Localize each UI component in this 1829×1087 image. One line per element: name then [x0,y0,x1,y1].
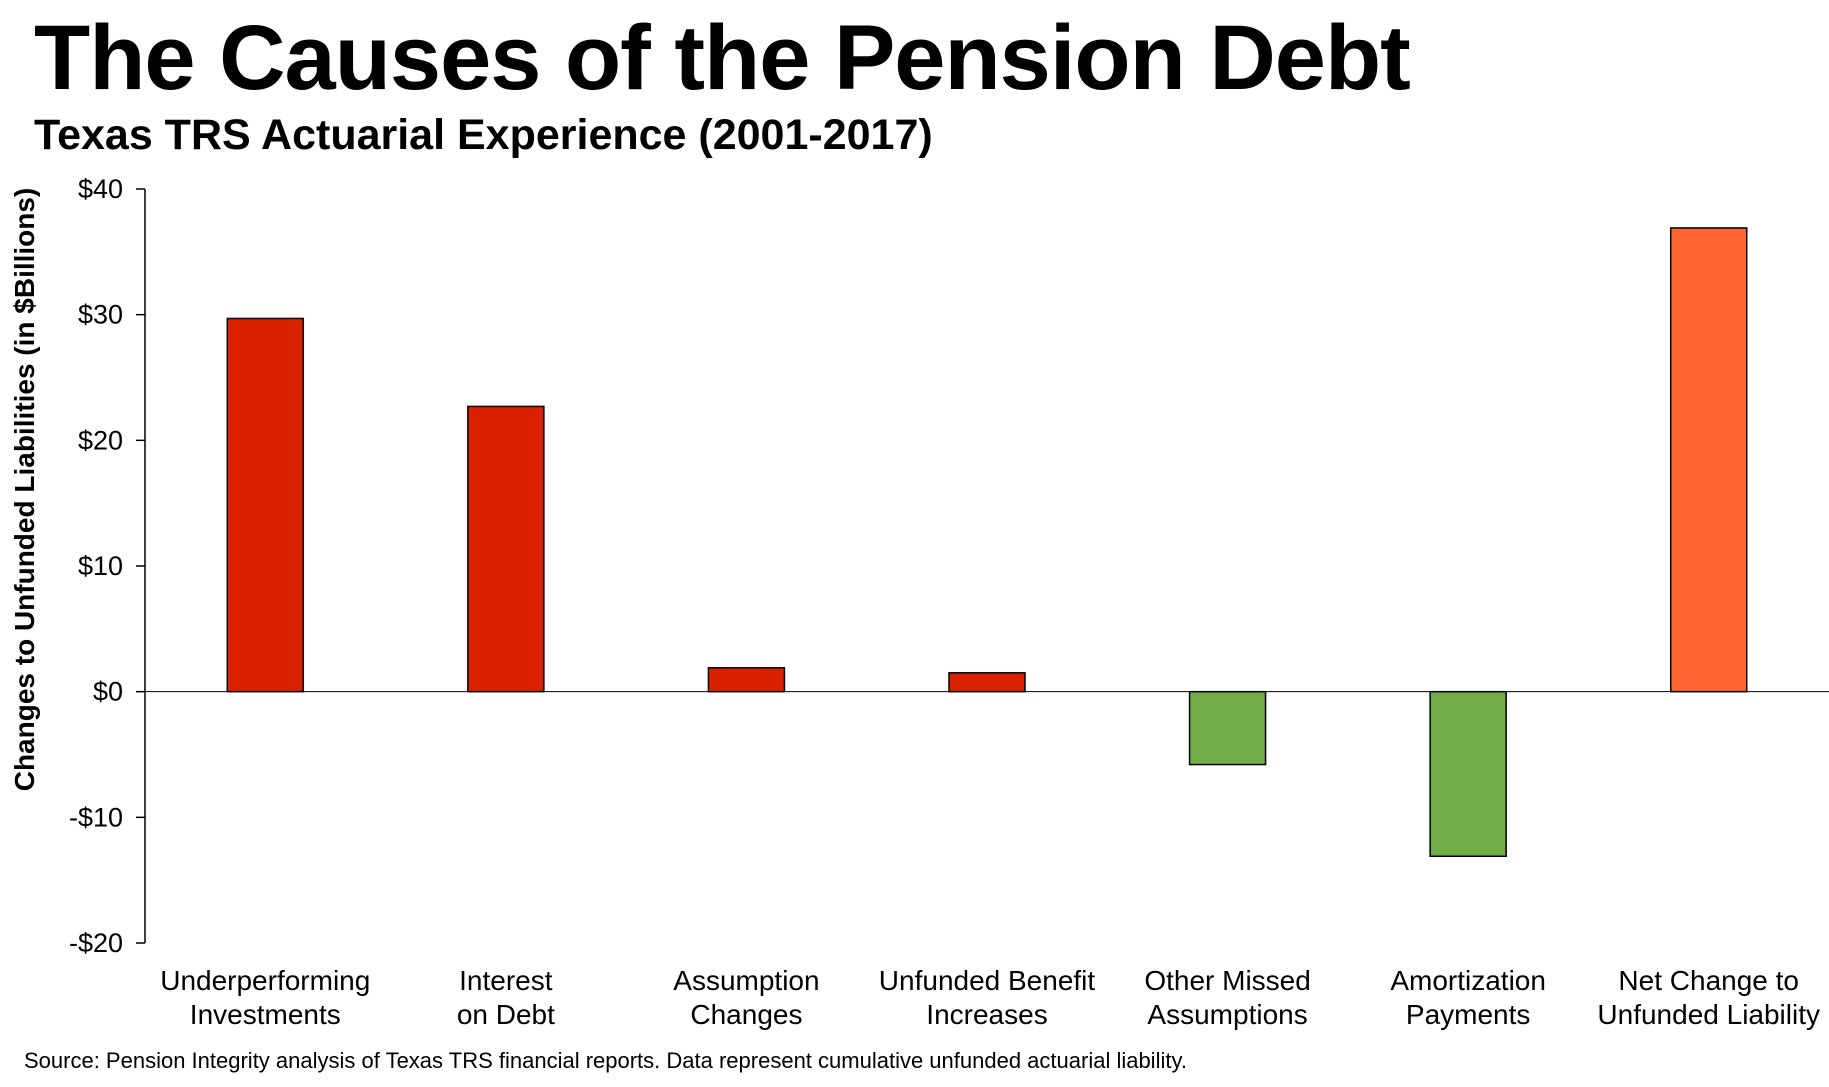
bar [1669,227,1748,693]
x-tick-label: Assumption Changes [673,965,819,1030]
y-axis: $40 $30 $20 $10 $0 -$10 -$20 [69,174,146,958]
y-tick-label: $0 [93,677,123,707]
x-axis-labels: Underperforming Investments Interest on Deb… [160,965,1820,1030]
chart-title: The Causes of the Pension Debt [34,7,1411,109]
chart-subtitle: Texas TRS Actuarial Experience (2001-201… [34,111,933,159]
bar [1188,690,1267,766]
x-tick-label: Amortization Payments [1390,965,1546,1030]
y-tick-label: $30 [78,300,123,330]
bar [948,672,1026,693]
y-tick-label: $10 [78,551,123,581]
bar [1429,690,1507,858]
bar [467,405,545,693]
bar [707,667,786,693]
x-tick-label: Other Missed Assumptions [1144,965,1311,1030]
x-tick-label: Underperforming Investments [160,965,370,1030]
bar [226,317,305,693]
x-tick-label: Unfunded Benefit Increases [879,965,1096,1030]
y-tick-label: -$20 [69,928,123,958]
y-tick-label: $40 [78,174,123,204]
source-note: Source: Pension Integrity analysis of Te… [24,1048,1187,1073]
bar-chart: $40 $30 $20 $10 $0 -$10 -$20 Underperforming In… [9,174,1829,1030]
y-tick-label: $20 [78,425,123,455]
bars [145,227,1829,858]
y-axis-label: Changes to Unfunded Liabilities (in $Bil… [9,188,40,792]
y-tick-label: -$10 [69,802,123,832]
x-tick-label: Net Change to Unfunded Liability [1597,965,1820,1030]
x-tick-label: Interest on Debt [457,965,555,1030]
